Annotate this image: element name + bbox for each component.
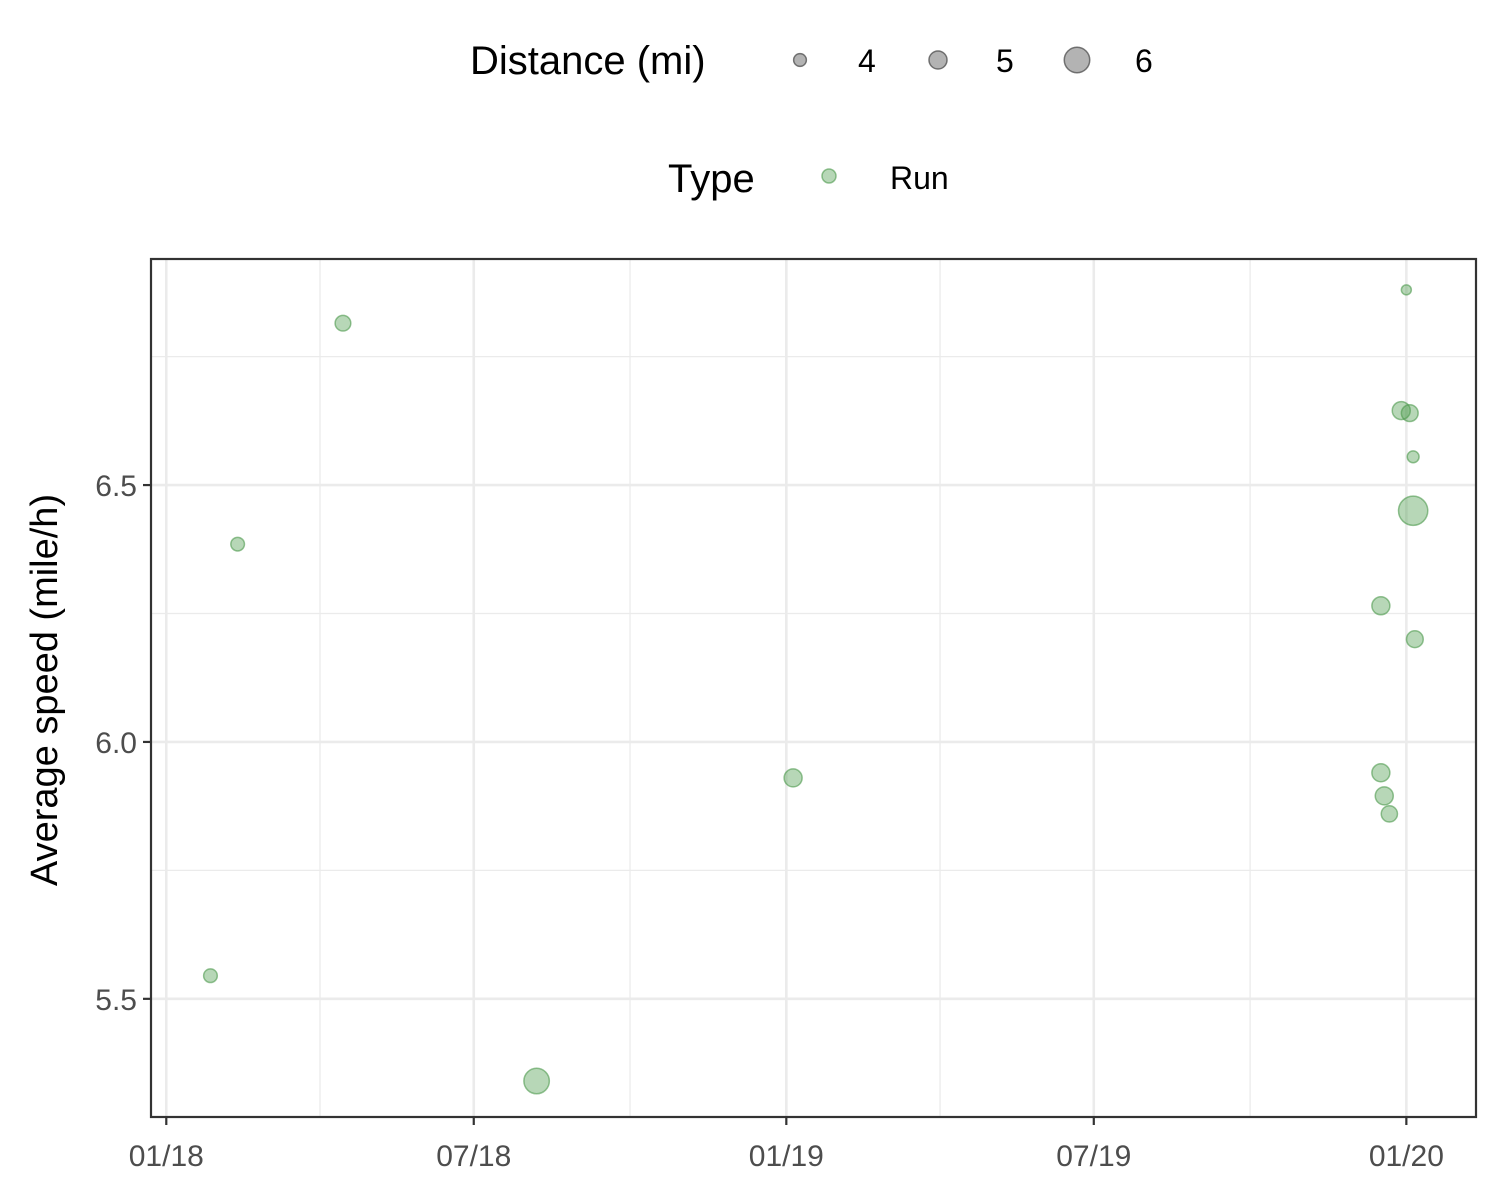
data-point [1397,495,1429,527]
color-legend-key-run [821,168,837,184]
data-point [1374,786,1395,806]
y-tick-label: 6.5 [95,470,137,503]
x-tick-label: 01/19 [749,1140,824,1173]
y-axis: 5.5 6.0 6.5 [95,470,151,1017]
data-point [523,1067,551,1095]
x-tick-label: 07/18 [436,1140,511,1173]
size-legend-title: Distance (mi) [470,39,706,83]
data-point [1400,403,1419,423]
color-legend: Type Run [668,157,949,201]
grid-minor [151,259,1476,1117]
size-legend-label: 6 [1135,43,1153,79]
x-axis: 01/18 07/18 01/19 07/19 01/20 [129,1117,1444,1173]
data-point [1371,596,1391,616]
data-point [1380,805,1399,823]
x-tick-label: 01/20 [1369,1140,1444,1173]
size-legend-label: 5 [996,43,1014,79]
color-legend-title: Type [668,157,755,201]
y-tick-label: 5.5 [95,984,137,1017]
data-point [1406,450,1420,464]
data-points [202,284,1429,1095]
data-point [334,314,352,332]
data-point [783,768,803,788]
data-point [230,536,246,552]
y-axis-title: Average speed (mile/h) [24,494,66,886]
plot-panel [151,259,1476,1117]
plot-border [149,257,1478,1119]
size-legend-key [928,50,948,70]
data-point [1405,630,1424,649]
size-legend: Distance (mi) 4 5 6 [470,39,1153,83]
x-tick-label: 07/19 [1056,1140,1131,1173]
color-legend-label-run: Run [890,160,949,196]
data-point [202,968,219,984]
data-point [1400,284,1413,296]
size-legend-key [792,52,808,68]
y-tick-label: 6.0 [95,727,137,760]
data-point [1371,763,1391,783]
size-legend-key [1063,46,1091,74]
x-tick-label: 01/18 [129,1140,204,1173]
grid-major [151,259,1476,1117]
size-legend-label: 4 [858,43,876,79]
